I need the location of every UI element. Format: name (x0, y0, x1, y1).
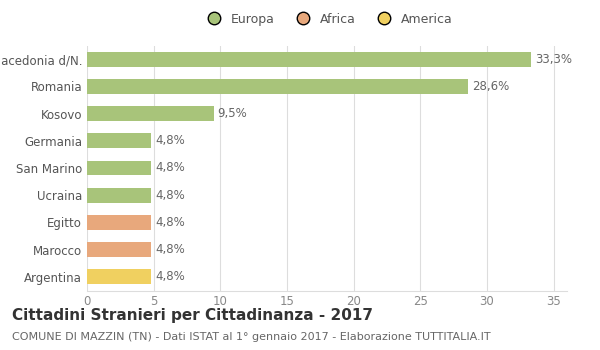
Text: 4,8%: 4,8% (155, 216, 185, 229)
Text: 9,5%: 9,5% (218, 107, 247, 120)
Text: 4,8%: 4,8% (155, 243, 185, 256)
Bar (87, 270, 151, 284)
Bar (87, 161, 151, 175)
Text: 4,8%: 4,8% (155, 134, 185, 147)
Text: Cittadini Stranieri per Cittadinanza - 2017: Cittadini Stranieri per Cittadinanza - 2… (12, 308, 373, 323)
Text: 28,6%: 28,6% (472, 80, 509, 93)
Text: 4,8%: 4,8% (155, 271, 185, 284)
Bar (87, 133, 151, 148)
Bar (87, 188, 151, 203)
Bar (87, 106, 214, 121)
Text: 4,8%: 4,8% (155, 161, 185, 175)
Bar (87, 242, 151, 257)
Text: COMUNE DI MAZZIN (TN) - Dati ISTAT al 1° gennaio 2017 - Elaborazione TUTTITALIA.: COMUNE DI MAZZIN (TN) - Dati ISTAT al 1°… (12, 332, 491, 343)
Bar (87, 215, 151, 230)
Bar (87, 51, 531, 66)
Text: 33,3%: 33,3% (535, 52, 572, 65)
Legend: Europa, Africa, America: Europa, Africa, America (196, 8, 458, 31)
Text: 4,8%: 4,8% (155, 189, 185, 202)
Bar (87, 79, 469, 94)
